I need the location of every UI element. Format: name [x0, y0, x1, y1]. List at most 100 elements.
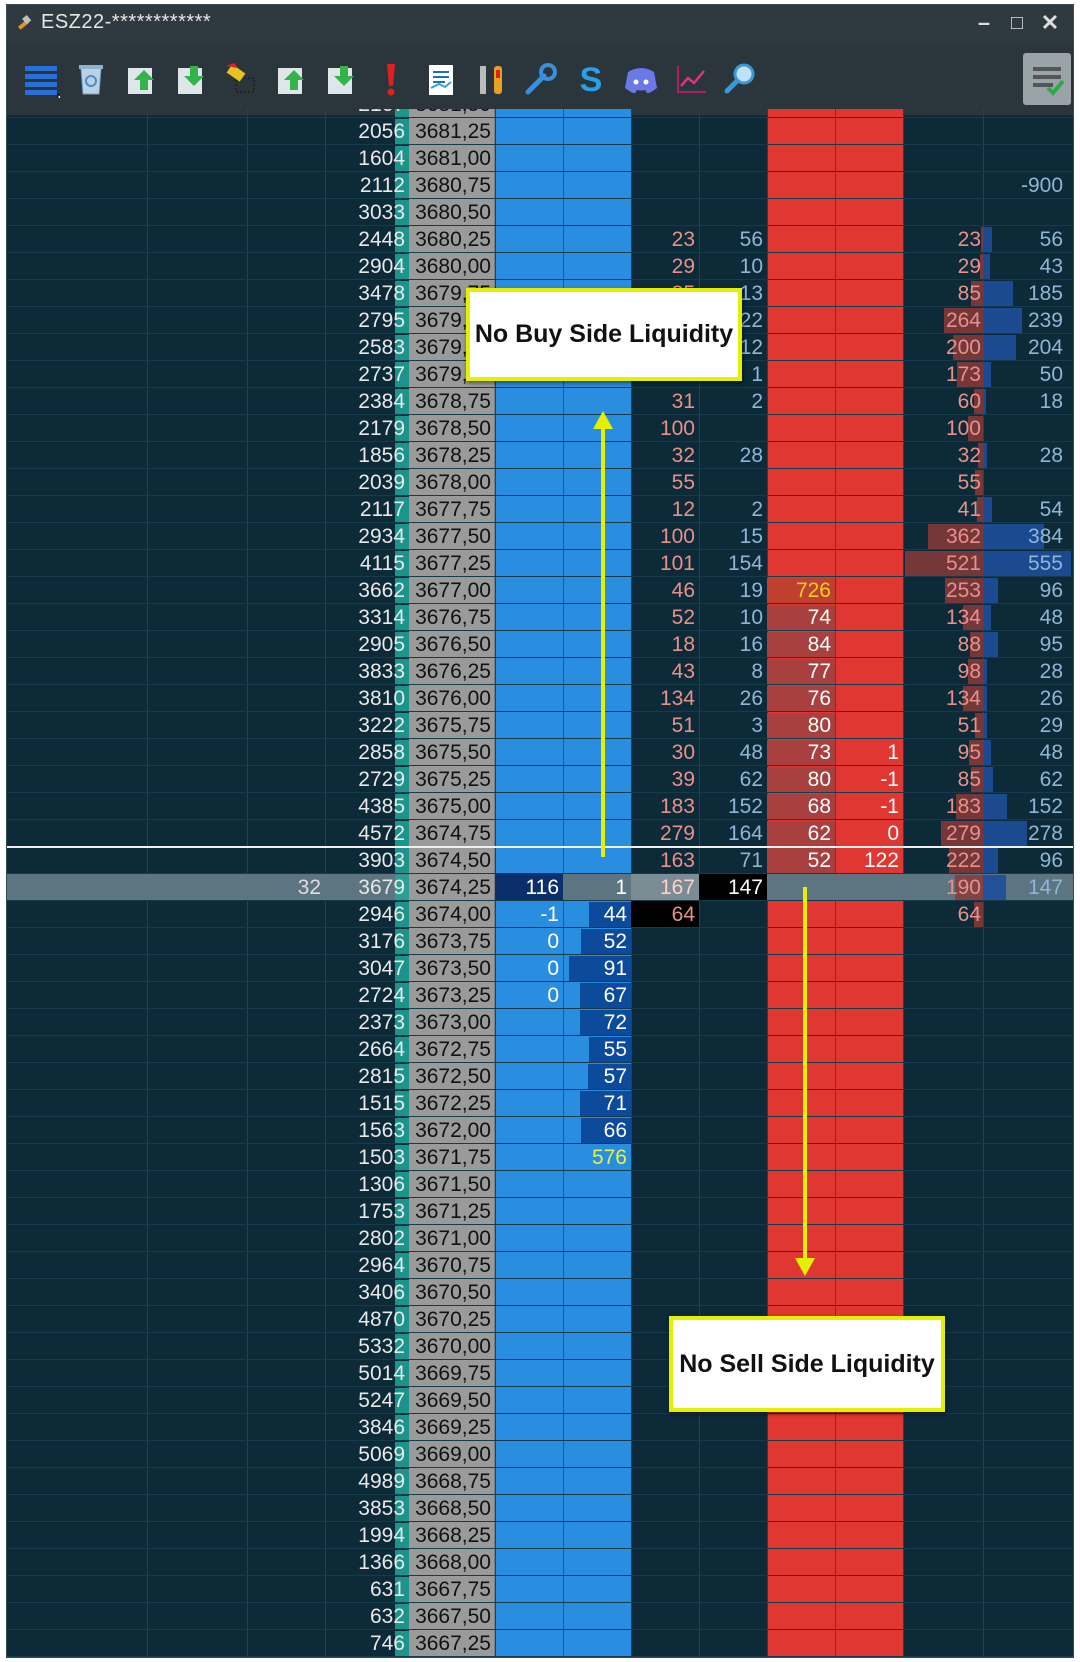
ladder-row[interactable]: 632 3667,50: [7, 1603, 1073, 1630]
price-cell[interactable]: 3671,00: [409, 1225, 495, 1252]
price-cell[interactable]: 3673,25: [409, 982, 495, 1009]
search-icon[interactable]: [719, 57, 763, 101]
ladder-row[interactable]: 4572 3674,75 279 164 62 0 279 278: [7, 820, 1073, 847]
price-cell[interactable]: 3670,00: [409, 1333, 495, 1360]
chart-icon[interactable]: [669, 57, 713, 101]
ladder-row[interactable]: 1515 3672,25 71: [7, 1090, 1073, 1117]
price-cell[interactable]: 3676,50: [409, 631, 495, 658]
ask-size-cell[interactable]: 68: [807, 795, 831, 818]
close-button[interactable]: ✕: [1040, 10, 1060, 35]
ladder-row[interactable]: 1753 3671,25: [7, 1198, 1073, 1225]
price-cell[interactable]: 3671,50: [409, 1171, 495, 1198]
ladder-row[interactable]: 2117 3677,75 12 2 41 54: [7, 496, 1073, 523]
ladder-row[interactable]: 2802 3671,00: [7, 1225, 1073, 1252]
price-cell[interactable]: 3674,25: [409, 874, 495, 901]
bid-size-cell[interactable]: 52: [603, 930, 627, 953]
bid-size-cell[interactable]: 66: [603, 1119, 627, 1142]
ladder-row[interactable]: 3314 3676,75 52 10 74 134 48: [7, 604, 1073, 631]
price-cell[interactable]: 3670,50: [409, 1279, 495, 1306]
bid-left-cell[interactable]: 0: [547, 957, 559, 980]
price-cell[interactable]: 3669,00: [409, 1441, 495, 1468]
price-cell[interactable]: 3668,25: [409, 1522, 495, 1549]
ask-right-cell[interactable]: -1: [880, 768, 899, 791]
price-cell[interactable]: 3680,25: [409, 226, 495, 253]
s-logo-icon[interactable]: S: [569, 57, 613, 101]
ladder-row[interactable]: 21673681,50: [7, 109, 1073, 118]
price-cell[interactable]: 3669,25: [409, 1414, 495, 1441]
ladder-row[interactable]: 2964 3670,75: [7, 1252, 1073, 1279]
price-cell[interactable]: 3673,00: [409, 1009, 495, 1036]
recycle-bin-icon[interactable]: [69, 57, 113, 101]
ladder-row[interactable]: 2039 3678,00 55 55: [7, 469, 1073, 496]
bid-size-cell[interactable]: 55: [603, 1038, 627, 1061]
price-cell[interactable]: 3680,00: [409, 253, 495, 280]
price-cell[interactable]: 3668,00: [409, 1549, 495, 1576]
ladder-row[interactable]: 2946 3674,00 -1 44 64 64: [7, 901, 1073, 928]
price-cell[interactable]: 3677,50: [409, 523, 495, 550]
price-cell[interactable]: 3674,50: [409, 847, 495, 874]
ladder-row[interactable]: 3176 3673,75 0 52: [7, 928, 1073, 955]
bid-left-cell[interactable]: -1: [540, 903, 559, 926]
bid-size-cell[interactable]: 72: [603, 1011, 627, 1034]
price-cell[interactable]: 3670,25: [409, 1306, 495, 1333]
ladder-row[interactable]: 4385 3675,00 183 152 68 -1 183 152: [7, 793, 1073, 820]
price-cell[interactable]: 3681,00: [409, 145, 495, 172]
price-cell[interactable]: 3673,75: [409, 928, 495, 955]
price-cell[interactable]: 3674,75: [409, 820, 495, 847]
ask-right-cell[interactable]: 122: [863, 849, 899, 872]
ladder-row[interactable]: 3853 3668,50: [7, 1495, 1073, 1522]
price-cell[interactable]: 3667,25: [409, 1630, 495, 1657]
price-cell[interactable]: 3678,75: [409, 388, 495, 415]
price-cell[interactable]: 3681,25: [409, 118, 495, 145]
wrench-icon[interactable]: [519, 57, 563, 101]
ladder-row[interactable]: 1856 3678,25 32 28 32 28: [7, 442, 1073, 469]
ladder-row[interactable]: 3846 3669,25: [7, 1414, 1073, 1441]
price-cell[interactable]: 3668,50: [409, 1495, 495, 1522]
ladder-row[interactable]: 746 3667,25: [7, 1630, 1073, 1657]
ladder-row[interactable]: 3810 3676,00 134 26 76 134 26: [7, 685, 1073, 712]
ladder-row[interactable]: 1306 3671,50: [7, 1171, 1073, 1198]
bid-size-cell[interactable]: 576: [591, 1146, 627, 1169]
title-bar[interactable]: ESZ22-************ – □ ✕: [7, 5, 1073, 43]
ladder-row[interactable]: 3033 3680,50: [7, 199, 1073, 226]
download-icon[interactable]: [169, 57, 213, 101]
highlighter-icon[interactable]: [219, 57, 263, 101]
price-cell[interactable]: 3677,25: [409, 550, 495, 577]
ask-size-cell[interactable]: 76: [807, 687, 831, 710]
ladder-row[interactable]: 2373 3673,00 72: [7, 1009, 1073, 1036]
ladder-row[interactable]: 3222 3675,75 51 3 80 51 29: [7, 712, 1073, 739]
price-cell[interactable]: 3677,75: [409, 496, 495, 523]
price-cell[interactable]: 3672,75: [409, 1036, 495, 1063]
bid-size-cell[interactable]: 57: [603, 1065, 627, 1088]
ladder-row[interactable]: 2384 3678,75 31 2 60 18: [7, 388, 1073, 415]
bid-size-cell[interactable]: 1: [615, 876, 627, 899]
ladder-row[interactable]: 1563 3672,00 66: [7, 1117, 1073, 1144]
ladder-row[interactable]: 2904 3680,00 29 10 29 43: [7, 253, 1073, 280]
maximize-button[interactable]: □: [1010, 12, 1024, 34]
price-cell[interactable]: 3675,25: [409, 766, 495, 793]
upload-icon[interactable]: [119, 57, 163, 101]
price-cell[interactable]: 3672,50: [409, 1063, 495, 1090]
alert-icon[interactable]: [369, 57, 413, 101]
document-icon[interactable]: [419, 57, 463, 101]
ladder-row[interactable]: 2664 3672,75 55: [7, 1036, 1073, 1063]
price-cell[interactable]: 3677,00: [409, 577, 495, 604]
bid-left-cell[interactable]: 116: [495, 874, 563, 901]
upload-alt-icon[interactable]: [269, 57, 313, 101]
price-cell[interactable]: 3668,75: [409, 1468, 495, 1495]
ladder-row[interactable]: 2729 3675,25 39 62 80 -1 85 62: [7, 766, 1073, 793]
ladder-row[interactable]: 631 3667,75: [7, 1576, 1073, 1603]
price-cell[interactable]: 3674,00: [409, 901, 495, 928]
bid-left-cell[interactable]: 0: [547, 930, 559, 953]
price-cell[interactable]: 3675,00: [409, 793, 495, 820]
ladder-row[interactable]: 5014 3669,75: [7, 1360, 1073, 1387]
price-cell[interactable]: 3678,00: [409, 469, 495, 496]
price-cell[interactable]: 3676,75: [409, 604, 495, 631]
ask-size-cell[interactable]: 62: [807, 822, 831, 845]
price-cell[interactable]: 3675,75: [409, 712, 495, 739]
ladder-row[interactable]: 1366 3668,00: [7, 1549, 1073, 1576]
ask-right-cell[interactable]: 0: [887, 822, 899, 845]
ladder-menu-icon[interactable]: [19, 57, 63, 101]
ask-size-cell[interactable]: 77: [807, 660, 831, 683]
ask-size-cell[interactable]: 726: [795, 579, 831, 602]
